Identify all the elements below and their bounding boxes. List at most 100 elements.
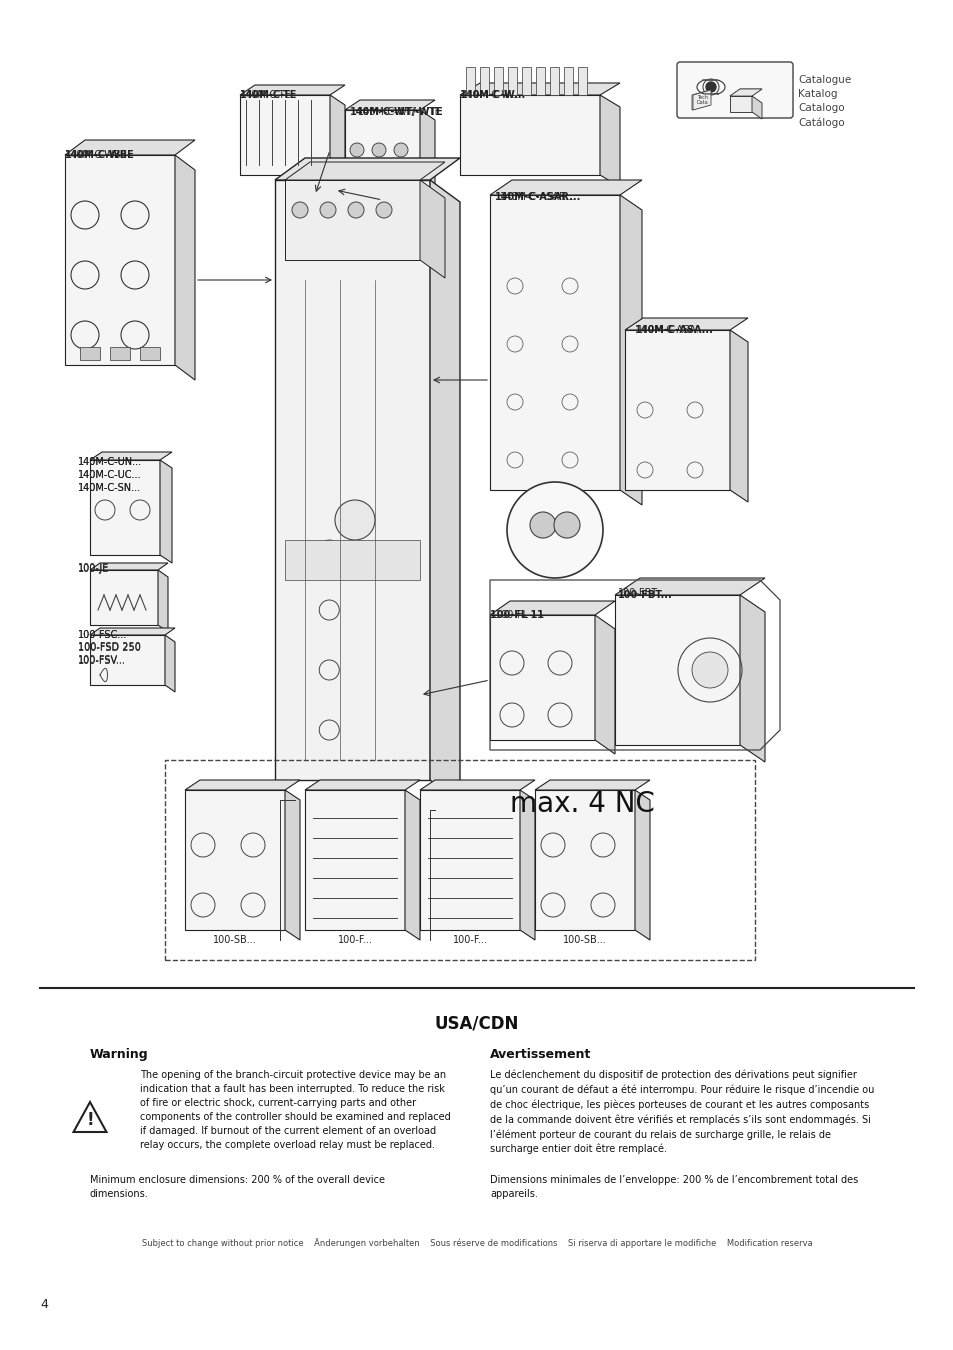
Circle shape [335, 500, 375, 540]
Polygon shape [490, 194, 619, 490]
Text: 100-FL 11: 100-FL 11 [495, 610, 543, 620]
Polygon shape [419, 109, 435, 205]
Text: 100-JE: 100-JE [78, 564, 110, 574]
Polygon shape [729, 96, 751, 112]
Polygon shape [519, 790, 535, 940]
Polygon shape [330, 95, 345, 185]
Polygon shape [691, 90, 709, 109]
Text: 140M-C-ASAR...: 140M-C-ASAR... [499, 192, 575, 202]
Polygon shape [90, 628, 174, 634]
Circle shape [375, 202, 392, 217]
Text: 100-FSV...: 100-FSV... [78, 656, 126, 666]
Polygon shape [345, 100, 435, 109]
Polygon shape [90, 452, 172, 460]
Polygon shape [419, 780, 535, 790]
Polygon shape [624, 329, 729, 490]
Polygon shape [90, 563, 168, 570]
Text: 140M-C-UC...: 140M-C-UC... [78, 470, 141, 481]
Text: 100-FBT...: 100-FBT... [618, 589, 665, 598]
Circle shape [530, 512, 556, 539]
Polygon shape [80, 347, 100, 360]
Circle shape [394, 143, 408, 157]
Polygon shape [419, 180, 444, 278]
Polygon shape [550, 68, 558, 94]
Text: USA/CDN: USA/CDN [435, 1015, 518, 1033]
Circle shape [394, 173, 408, 188]
Polygon shape [65, 140, 194, 155]
Text: 140M-C-UN...: 140M-C-UN... [78, 458, 142, 467]
Text: Dimensions minimales de l’enveloppe: 200 % de l’encombrement total des
appareils: Dimensions minimales de l’enveloppe: 200… [490, 1174, 858, 1199]
Circle shape [506, 482, 602, 578]
Polygon shape [345, 109, 419, 194]
Text: 140M-C-SN...: 140M-C-SN... [78, 483, 141, 493]
Text: Subject to change without prior notice    Änderungen vorbehalten    Sous réserve: Subject to change without prior notice Ä… [141, 1238, 812, 1247]
Text: 100-SB...: 100-SB... [213, 936, 256, 945]
Polygon shape [521, 68, 531, 94]
Text: 140M-C-UC...: 140M-C-UC... [78, 470, 141, 481]
Text: 100-FSC...: 100-FSC... [78, 630, 127, 640]
FancyBboxPatch shape [677, 62, 792, 117]
Polygon shape [160, 460, 172, 563]
Polygon shape [165, 634, 174, 693]
Polygon shape [240, 85, 345, 94]
Text: 140M-C-UN...: 140M-C-UN... [78, 458, 142, 467]
Text: 100-F...: 100-F... [337, 936, 372, 945]
Text: 100-FL 11: 100-FL 11 [490, 610, 543, 620]
Polygon shape [535, 780, 649, 790]
Polygon shape [740, 595, 764, 761]
Polygon shape [751, 96, 761, 119]
Text: 140M-C-W...: 140M-C-W... [461, 90, 519, 100]
Polygon shape [158, 570, 168, 632]
Polygon shape [692, 90, 710, 109]
Text: 100-JE: 100-JE [78, 563, 110, 572]
Text: 100-FSC...: 100-FSC... [78, 630, 127, 640]
Text: Catalogue
Katalog
Catalogo
Catálogo: Catalogue Katalog Catalogo Catálogo [797, 76, 850, 128]
Polygon shape [419, 790, 519, 930]
Polygon shape [536, 68, 544, 94]
Text: 140M-C-WBE: 140M-C-WBE [65, 150, 134, 161]
Polygon shape [729, 89, 761, 96]
Polygon shape [90, 460, 160, 555]
Text: 140M-C-ASA...: 140M-C-ASA... [635, 325, 713, 335]
Circle shape [350, 173, 364, 188]
Text: Avertissement: Avertissement [490, 1048, 591, 1061]
Polygon shape [535, 790, 635, 930]
Circle shape [372, 143, 386, 157]
Text: Tech
Data: Tech Data [696, 95, 707, 105]
Polygon shape [90, 634, 165, 684]
Text: 140M-C-WT/-WTE: 140M-C-WT/-WTE [357, 107, 441, 117]
Polygon shape [615, 595, 740, 745]
Polygon shape [285, 162, 444, 180]
Polygon shape [185, 790, 285, 930]
Polygon shape [599, 95, 619, 188]
Text: 100-SB...: 100-SB... [562, 936, 606, 945]
Text: 140M-C-TE: 140M-C-TE [240, 90, 292, 100]
Polygon shape [490, 180, 641, 194]
Text: 140M-C-WT/-WTE: 140M-C-WT/-WTE [350, 107, 443, 117]
Polygon shape [240, 95, 330, 176]
Polygon shape [65, 155, 174, 364]
Polygon shape [729, 89, 761, 96]
Text: 100-F...: 100-F... [452, 936, 487, 945]
Polygon shape [729, 329, 747, 502]
Text: !: ! [86, 1111, 93, 1129]
Circle shape [554, 512, 579, 539]
Polygon shape [305, 780, 419, 790]
Text: 140M-C-TE: 140M-C-TE [240, 90, 297, 100]
Text: 140M-C-ASA...: 140M-C-ASA... [637, 325, 705, 335]
Text: Minimum enclosure dimensions: 200 % of the overall device
dimensions.: Minimum enclosure dimensions: 200 % of t… [90, 1174, 385, 1199]
Polygon shape [494, 68, 502, 94]
Polygon shape [305, 790, 405, 930]
Polygon shape [624, 319, 747, 329]
Polygon shape [595, 616, 615, 755]
Polygon shape [507, 68, 517, 94]
Polygon shape [285, 540, 419, 580]
Text: 140M-C-ASAR...: 140M-C-ASAR... [495, 192, 580, 202]
Polygon shape [635, 790, 649, 940]
Polygon shape [274, 158, 459, 180]
Bar [165, 760, 754, 960]
Text: Warning: Warning [90, 1048, 149, 1061]
Polygon shape [459, 95, 599, 176]
Polygon shape [619, 194, 641, 505]
Polygon shape [578, 68, 586, 94]
